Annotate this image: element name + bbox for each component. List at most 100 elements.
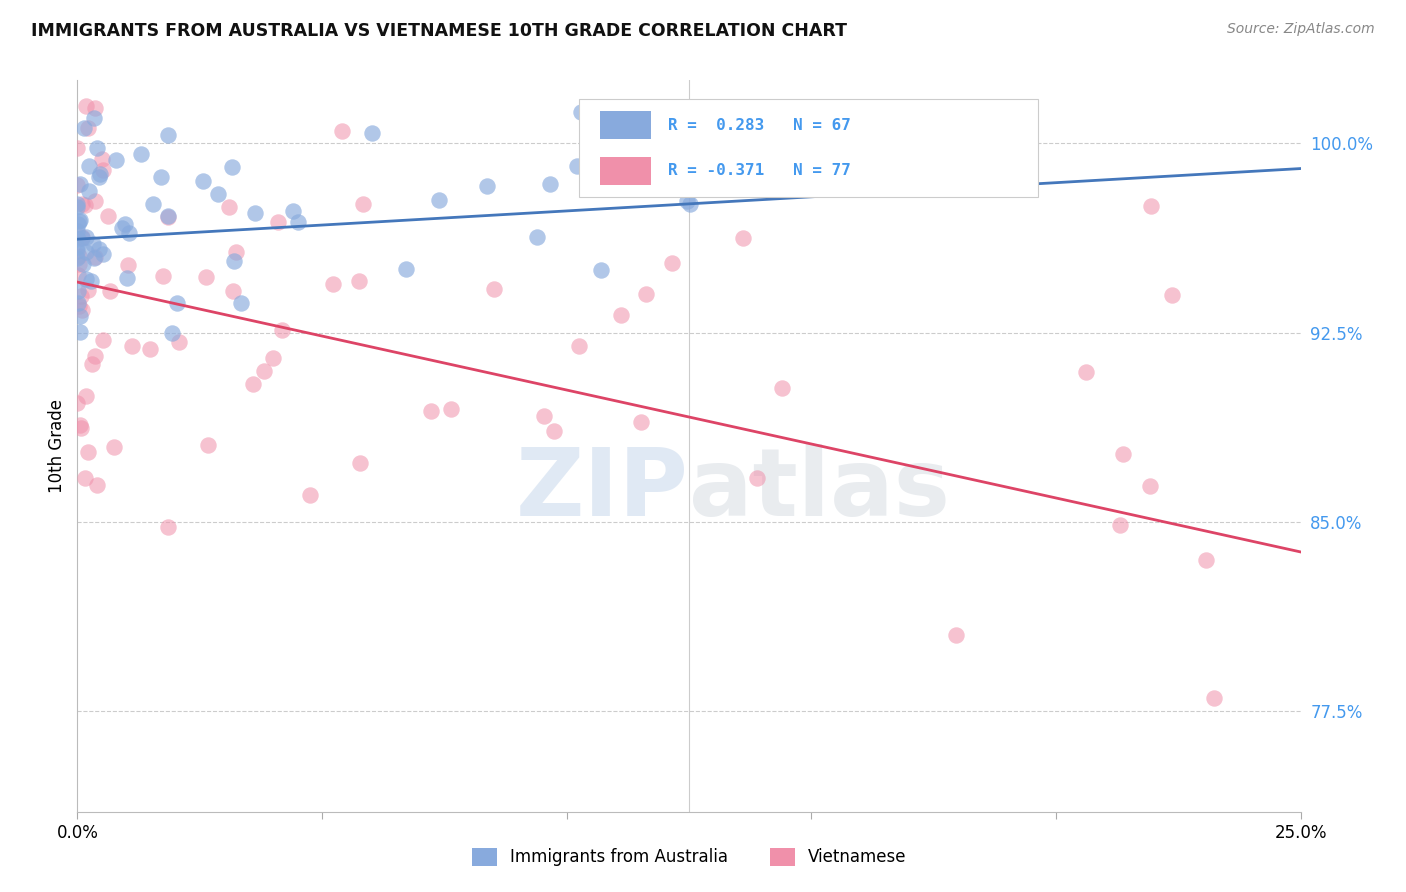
Point	[80, 274, 103, 288]
Point	[104, 153, 127, 168]
Point	[167, 335, 190, 350]
Point	[103, 440, 125, 454]
Point	[66, 196, 89, 211]
Point	[77, 284, 100, 298]
Point	[224, 253, 246, 268]
Point	[661, 256, 683, 270]
Point	[97, 209, 120, 223]
Point	[322, 277, 344, 291]
Point	[66, 217, 89, 231]
Point	[89, 167, 111, 181]
Point	[75, 389, 97, 403]
Point	[1074, 365, 1097, 379]
Point	[129, 146, 152, 161]
Point	[191, 174, 214, 188]
Point	[73, 120, 96, 135]
Point	[75, 98, 97, 112]
Point	[1139, 479, 1161, 493]
Point	[76, 121, 98, 136]
Text: IMMIGRANTS FROM AUSTRALIA VS VIETNAMESE 10TH GRADE CORRELATION CHART: IMMIGRANTS FROM AUSTRALIA VS VIETNAMESE …	[31, 22, 846, 40]
Point	[83, 250, 105, 264]
Point	[76, 271, 98, 285]
Point	[156, 520, 179, 534]
Point	[281, 204, 304, 219]
Point	[69, 177, 91, 191]
Point	[84, 194, 107, 209]
Point	[195, 269, 218, 284]
Text: R =  0.283   N = 67: R = 0.283 N = 67	[668, 118, 851, 133]
Point	[569, 104, 592, 119]
Point	[114, 217, 136, 231]
Point	[242, 377, 264, 392]
Point	[287, 214, 309, 228]
Text: ZIP: ZIP	[516, 444, 689, 536]
Point	[98, 284, 121, 298]
Point	[745, 471, 768, 485]
Point	[73, 198, 96, 212]
Point	[221, 284, 243, 298]
Point	[86, 477, 108, 491]
Point	[162, 326, 184, 340]
Point	[648, 161, 671, 175]
Point	[77, 184, 100, 198]
Point	[221, 160, 243, 174]
Bar	[599, 157, 651, 185]
Point	[83, 251, 105, 265]
Point	[66, 224, 89, 238]
Point	[115, 271, 138, 285]
Point	[395, 262, 418, 277]
Point	[349, 456, 371, 470]
Point	[229, 296, 252, 310]
Point	[66, 200, 89, 214]
Point	[610, 308, 633, 322]
Y-axis label: 10th Grade: 10th Grade	[48, 399, 66, 493]
Point	[157, 128, 180, 143]
Point	[1202, 691, 1225, 706]
Point	[634, 287, 657, 301]
Point	[733, 231, 755, 245]
Point	[70, 231, 93, 245]
Point	[91, 247, 114, 261]
Point	[149, 170, 172, 185]
Point	[262, 351, 284, 365]
Point	[1195, 553, 1218, 567]
Point	[207, 187, 229, 202]
Point	[166, 295, 188, 310]
Point	[84, 349, 107, 363]
Text: Source: ZipAtlas.com: Source: ZipAtlas.com	[1227, 22, 1375, 37]
Point	[82, 357, 104, 371]
Point	[728, 176, 751, 190]
Point	[225, 244, 247, 259]
Point	[543, 424, 565, 438]
Point	[67, 249, 90, 263]
Point	[152, 268, 174, 283]
Point	[630, 415, 652, 429]
Point	[267, 215, 290, 229]
Point	[420, 404, 443, 418]
Point	[676, 194, 699, 208]
Text: atlas: atlas	[689, 444, 950, 536]
Point	[75, 245, 97, 260]
Point	[73, 471, 96, 485]
Point	[83, 111, 105, 125]
Point	[475, 178, 498, 193]
Point	[66, 141, 89, 155]
Point	[83, 101, 105, 115]
Point	[76, 445, 98, 459]
Point	[347, 274, 370, 288]
Point	[568, 339, 591, 353]
Point	[945, 628, 967, 642]
Point	[633, 150, 655, 164]
Point	[330, 124, 353, 138]
Point	[567, 159, 589, 173]
Point	[538, 177, 561, 191]
Point	[70, 302, 93, 317]
Point	[678, 197, 700, 211]
Point	[66, 231, 89, 245]
Text: R = -0.371   N = 77: R = -0.371 N = 77	[668, 163, 851, 178]
FancyBboxPatch shape	[579, 99, 1038, 197]
Point	[605, 132, 627, 146]
Point	[157, 209, 180, 223]
Point	[218, 200, 240, 214]
Point	[1161, 288, 1184, 302]
